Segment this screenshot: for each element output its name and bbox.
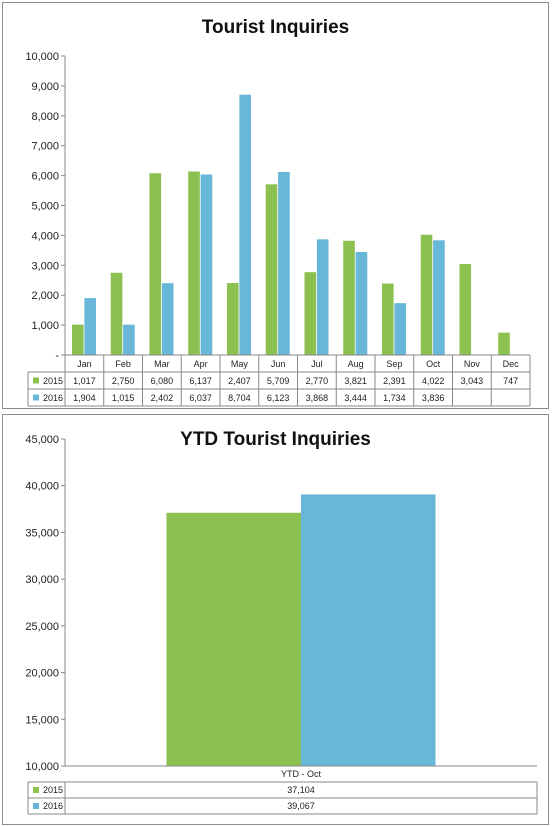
bar [149, 173, 162, 355]
table-value: 747 [503, 376, 518, 386]
bar [278, 171, 290, 355]
y-tick-label: 10,000 [25, 51, 59, 63]
table-value: 2,402 [151, 393, 174, 403]
table-value: 8,704 [228, 393, 251, 403]
y-tick-label: 9,000 [31, 81, 59, 93]
category-label: Jan [77, 359, 92, 369]
bar [200, 174, 213, 355]
y-tick-label: 1,000 [31, 320, 59, 332]
category-label: Sep [386, 359, 402, 369]
y-tick-label: 40,000 [25, 481, 59, 493]
table-value: 3,821 [344, 376, 367, 386]
ytd-chart: 10,000 15,000 20,000 25,000 30,000 35,000 40,0… [25, 434, 538, 815]
category-label: Oct [426, 359, 441, 369]
table-value: 3,868 [306, 393, 329, 403]
bar [161, 283, 174, 355]
y-tick-label: 8,000 [31, 111, 59, 123]
y-tick-label: 35,000 [25, 527, 59, 539]
y-tick-label: 5,000 [31, 201, 59, 213]
table-value: 1,734 [383, 393, 406, 403]
legend-label: 2015 [43, 376, 63, 386]
bar [459, 264, 472, 355]
category-label: Jul [311, 359, 323, 369]
y-tick-label: 6,000 [31, 171, 59, 183]
table-value: 1,904 [73, 393, 96, 403]
y-tick-label: 30,000 [25, 574, 59, 586]
bar [381, 283, 394, 355]
category-label: Feb [115, 359, 131, 369]
table-value: 5,709 [267, 376, 290, 386]
category-label: May [231, 359, 249, 369]
bar [123, 324, 135, 355]
y-tick-label: - [55, 350, 59, 362]
monthly-chart-panel: Tourist Inquiries - 1,000 2,000 3,000 4,000 5… [2, 2, 549, 409]
bar [343, 240, 355, 355]
bar [301, 494, 436, 766]
table-value: 6,137 [189, 376, 212, 386]
bar [239, 94, 251, 355]
legend-swatch [33, 394, 39, 401]
category-label: YTD - Oct [281, 769, 321, 779]
table-value: 2,407 [228, 376, 251, 386]
y-tick-label: 25,000 [25, 621, 59, 633]
bar [226, 283, 239, 355]
y-tick-label: 15,000 [25, 714, 59, 726]
bar [498, 332, 510, 355]
legend-label: 2015 [43, 785, 63, 795]
y-tick-label: 7,000 [31, 141, 59, 153]
ytd-chart-panel: YTD Tourist Inquiries 10,000 15,000 20,000… [2, 414, 549, 825]
bar [265, 184, 278, 355]
bar [110, 272, 123, 355]
y-tick-label: 20,000 [25, 668, 59, 680]
bar [355, 252, 368, 355]
table-value: 39,067 [287, 801, 315, 811]
chart-title: YTD Tourist Inquiries [180, 429, 371, 450]
monthly-chart: - 1,000 2,000 3,000 4,000 5,000 6,000 7,000 8,00… [25, 51, 531, 407]
category-label: Apr [194, 359, 208, 369]
legend-label: 2016 [43, 393, 63, 403]
y-tick-label: 2,000 [31, 290, 59, 302]
table-value: 6,080 [151, 376, 174, 386]
y-tick-label: 3,000 [31, 260, 59, 272]
legend-swatch [33, 377, 39, 384]
table-value: 1,015 [112, 393, 135, 403]
table-value: 6,037 [189, 393, 212, 403]
legend-swatch [33, 787, 39, 793]
legend-label: 2016 [43, 801, 63, 811]
y-tick-label: 4,000 [31, 230, 59, 242]
category-label: Nov [464, 359, 481, 369]
table-value: 3,836 [422, 393, 445, 403]
table-value: 2,770 [306, 376, 329, 386]
table-value: 37,104 [287, 785, 315, 795]
bar [166, 512, 301, 766]
category-label: Jun [271, 359, 286, 369]
table-value: 2,391 [383, 376, 406, 386]
chart-title: Tourist Inquiries [201, 17, 350, 38]
bar [394, 303, 406, 355]
bar [304, 272, 317, 355]
table-value: 3,043 [461, 376, 484, 386]
bar [316, 239, 329, 355]
bar [84, 298, 96, 355]
bar [433, 240, 445, 355]
bar [71, 324, 84, 355]
bar [420, 234, 433, 355]
table-value: 4,022 [422, 376, 445, 386]
table-value: 6,123 [267, 393, 290, 403]
table-value: 2,750 [112, 376, 135, 386]
y-tick-label: 45,000 [25, 434, 59, 446]
y-tick-label: 10,000 [25, 761, 59, 773]
category-label: Aug [348, 359, 364, 369]
legend-swatch [33, 803, 39, 809]
category-label: Mar [154, 359, 170, 369]
table-value: 3,444 [344, 393, 367, 403]
category-label: Dec [503, 359, 520, 369]
bar [188, 171, 200, 355]
table-value: 1,017 [73, 376, 96, 386]
